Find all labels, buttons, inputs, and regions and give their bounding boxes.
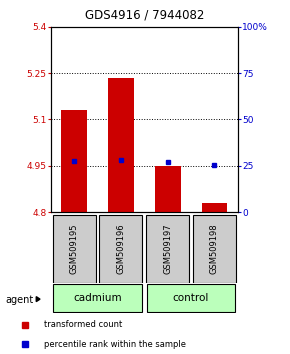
Bar xyxy=(108,78,134,212)
Bar xyxy=(52,215,96,282)
Text: percentile rank within the sample: percentile rank within the sample xyxy=(44,340,186,349)
Text: GSM509198: GSM509198 xyxy=(210,223,219,274)
Text: transformed count: transformed count xyxy=(44,320,122,329)
Bar xyxy=(193,215,236,282)
Text: GSM509196: GSM509196 xyxy=(116,223,125,274)
Text: GSM509195: GSM509195 xyxy=(70,223,79,274)
Bar xyxy=(202,203,227,212)
Bar xyxy=(147,284,235,312)
Text: cadmium: cadmium xyxy=(73,293,122,303)
Bar xyxy=(53,284,142,312)
Text: GDS4916 / 7944082: GDS4916 / 7944082 xyxy=(85,9,205,22)
Text: agent: agent xyxy=(6,295,34,305)
Text: control: control xyxy=(173,293,209,303)
Bar xyxy=(155,166,180,212)
Text: GSM509197: GSM509197 xyxy=(163,223,172,274)
Bar xyxy=(99,215,142,282)
Bar xyxy=(61,110,87,212)
Bar xyxy=(146,215,189,282)
Polygon shape xyxy=(36,297,40,302)
